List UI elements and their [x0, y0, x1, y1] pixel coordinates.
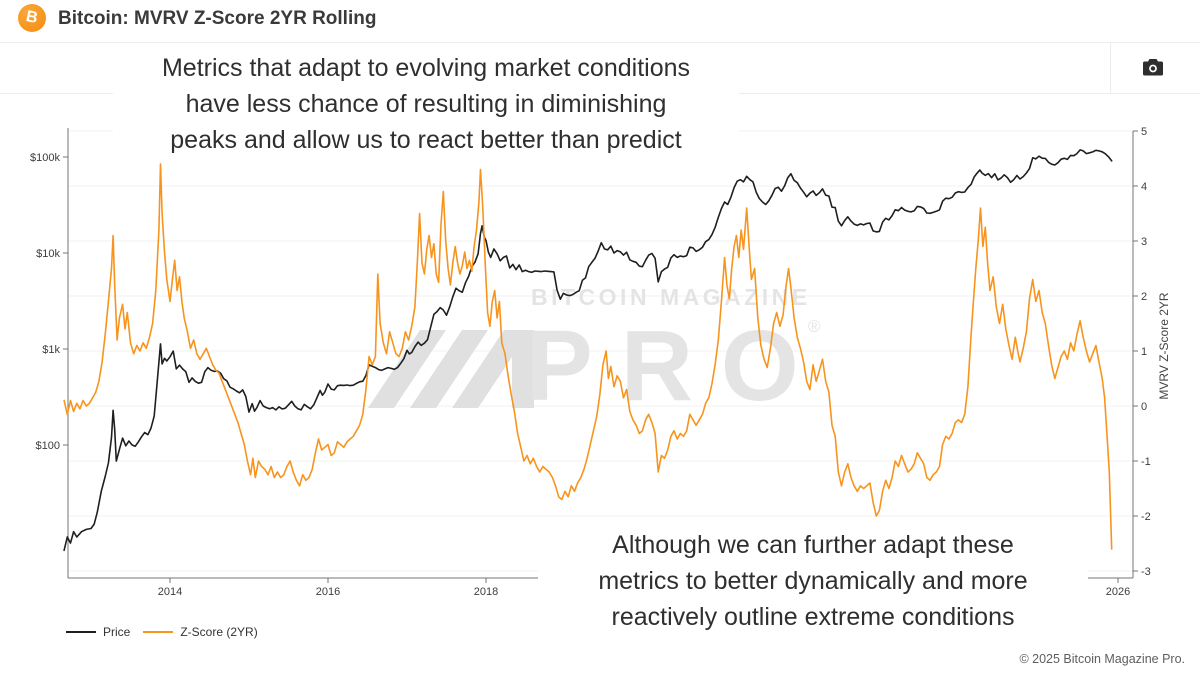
annotation-line: Although we can further adapt these [612, 531, 1014, 559]
year-tick-label: 2014 [158, 586, 182, 598]
annotation-bottom: Although we can further adapt these metr… [538, 527, 1088, 635]
legend: Price Z-Score (2YR) [66, 625, 258, 639]
watermark-text: BITCOIN MAGAZINE [531, 284, 811, 310]
price-line-swatch [66, 631, 96, 633]
annotation-line: Metrics that adapt to evolving market co… [161, 54, 691, 82]
annotation-line: peaks and allow us to react better than … [170, 126, 682, 154]
zscore-tick-label: 1 [1141, 346, 1147, 358]
price-tick-label: $100k [30, 152, 60, 164]
legend-item-zscore[interactable]: Z-Score (2YR) [143, 625, 258, 639]
copyright-text: © 2025 Bitcoin Magazine Pro. [1019, 652, 1185, 666]
watermark-pro-text: PRO [526, 310, 827, 422]
export-chart-button[interactable] [1110, 43, 1200, 94]
zscore-tick-label: 2 [1141, 291, 1147, 303]
zscore-tick-label: 5 [1141, 126, 1147, 138]
header: B Bitcoin: MVRV Z-Score 2YR Rolling [0, 0, 1200, 42]
annotation-line: have less chance of resulting in diminis… [185, 90, 667, 118]
divider [0, 42, 1200, 43]
price-tick-label: $1k [42, 344, 60, 356]
right-axis-title: MVRV Z-Score 2YR [1157, 292, 1171, 400]
price-line [63, 149, 1113, 552]
page-title: Bitcoin: MVRV Z-Score 2YR Rolling [58, 8, 377, 29]
watermark-logo-bar [512, 330, 534, 408]
price-tick-label: $100 [36, 440, 60, 452]
legend-item-price[interactable]: Price [66, 625, 130, 639]
watermark-logo-stripe [452, 330, 530, 408]
year-tick-label: 2016 [316, 586, 340, 598]
watermark-logo-stripe [368, 330, 446, 408]
bitcoin-icon: B [18, 4, 46, 32]
camera-icon [1143, 59, 1163, 76]
registered-mark-icon: ® [808, 317, 821, 336]
watermark-logo-stripe [410, 330, 488, 408]
zscore-tick-label: -1 [1141, 456, 1151, 468]
year-tick-label: 2018 [474, 586, 498, 598]
zscore-line-swatch [143, 631, 174, 633]
zscore-tick-label: -3 [1141, 566, 1151, 578]
legend-label-zscore: Z-Score (2YR) [180, 625, 258, 639]
annotation-line: reactively outline extreme conditions [611, 603, 1015, 631]
zscore-tick-label: 4 [1141, 181, 1147, 193]
annotation-line: metrics to better dynamically and more [598, 567, 1028, 595]
price-tick-label: $10k [36, 248, 60, 260]
legend-label-price: Price [103, 625, 131, 639]
year-tick-label: 2026 [1106, 586, 1130, 598]
zscore-tick-label: 3 [1141, 236, 1147, 248]
annotation-top: Metrics that adapt to evolving market co… [113, 50, 739, 158]
zscore-tick-label: 0 [1141, 401, 1147, 413]
zscore-tick-label: -2 [1141, 511, 1151, 523]
zscore-line [63, 163, 1113, 550]
